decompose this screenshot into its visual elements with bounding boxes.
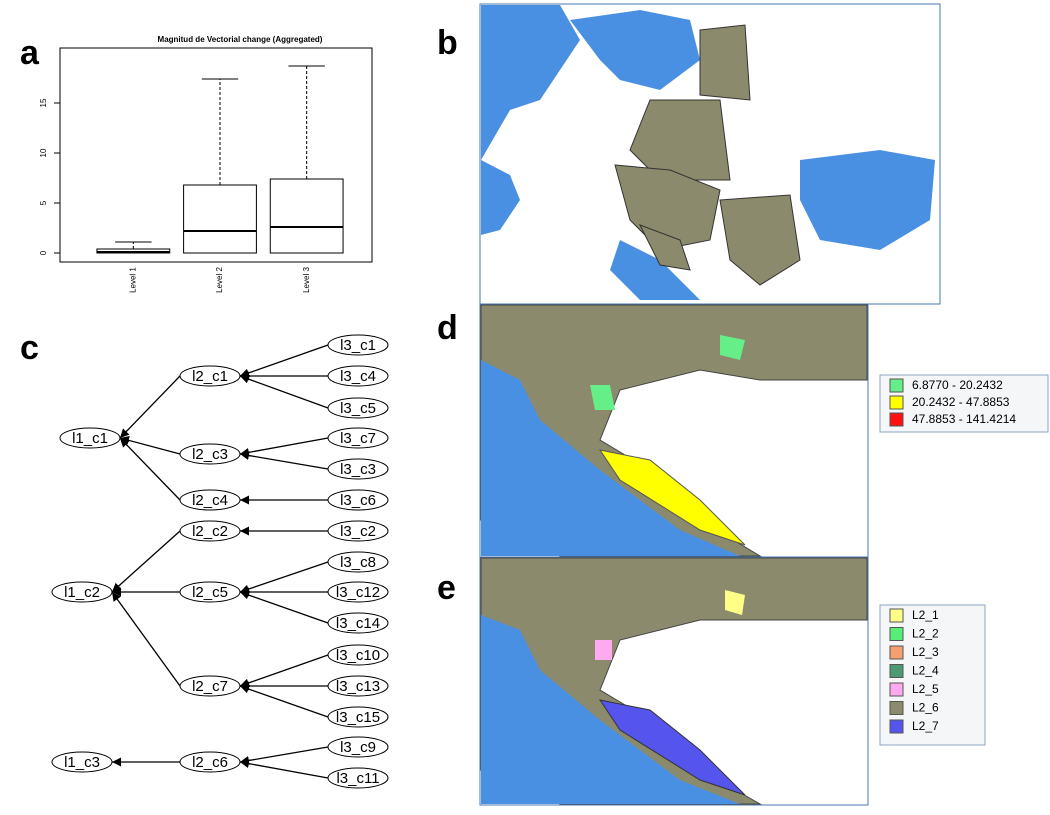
legend-swatch — [890, 665, 903, 678]
tree-edge — [240, 655, 328, 686]
tree-node-label: l3_c1 — [340, 337, 376, 354]
tree-node-label: l1_c1 — [72, 430, 108, 447]
panel-label: e — [437, 569, 456, 607]
map-b — [480, 4, 940, 304]
tree-node-label: l2_c3 — [192, 446, 228, 463]
legend-label: L2_2 — [912, 627, 939, 641]
tree-node-label: l2_c7 — [192, 678, 228, 695]
tree-node-label: l2_c1 — [192, 368, 228, 385]
map-e — [480, 557, 868, 805]
tree-edge — [240, 438, 328, 454]
tree-node-label: l3_c4 — [340, 368, 376, 385]
legend-label: L2_4 — [912, 664, 939, 678]
tree-node-label: l3_c7 — [340, 430, 376, 447]
tree-node-label: l1_c3 — [64, 754, 100, 771]
tree-edge — [240, 592, 328, 623]
tree-node-label: l3_c11 — [336, 770, 379, 787]
tree-node-label: l2_c4 — [192, 492, 228, 509]
tree-node-label: l3_c2 — [340, 523, 376, 540]
x-tick-label: Level 2 — [215, 267, 224, 293]
tree-edge — [120, 438, 180, 454]
tree-edge — [240, 686, 328, 717]
tree-node-label: l3_c3 — [340, 461, 376, 478]
tree-node-label: l3_c14 — [336, 615, 380, 632]
panel-label: a — [20, 34, 40, 72]
y-tick-label: 15 — [39, 98, 48, 107]
y-tick-label: 5 — [39, 200, 48, 205]
tree-node-label: l2_c5 — [192, 584, 228, 601]
tree-edge — [112, 531, 180, 592]
figure: Magnitud de Vectorial change (Aggregated… — [0, 0, 1050, 810]
legend-label: 47.8853 - 141.4214 — [912, 412, 1016, 426]
tree-edge — [240, 747, 328, 762]
y-tick-label: 0 — [39, 250, 48, 255]
tree-edge — [120, 438, 180, 500]
tree-node-label: l3_c12 — [336, 584, 380, 601]
panel-label: d — [437, 309, 458, 347]
legend-swatch — [890, 628, 903, 641]
tree-node-label: l2_c6 — [192, 754, 228, 771]
tree-node-label: l3_c9 — [340, 739, 376, 756]
tree-edge — [240, 454, 328, 469]
legend-swatch — [890, 683, 903, 696]
legend-swatch — [890, 646, 903, 659]
tree-edge — [240, 762, 328, 778]
panel-label: c — [20, 329, 39, 367]
legend-label: L2_1 — [912, 608, 939, 622]
chart-title: Magnitud de Vectorial change (Aggregated… — [158, 35, 323, 44]
legend-label: 20.2432 - 47.8853 — [912, 395, 1010, 409]
legend-swatch — [890, 609, 903, 622]
tree-edge — [120, 376, 180, 438]
box — [184, 185, 257, 253]
map-d — [480, 304, 868, 557]
tree-node-label: l3_c6 — [340, 492, 376, 509]
tree-node-label: l3_c10 — [336, 647, 380, 664]
tree-node-label: l3_c13 — [336, 678, 380, 695]
legend-swatch — [890, 413, 903, 426]
tree-edge — [112, 592, 180, 686]
x-tick-label: Level 3 — [302, 267, 311, 293]
tree-node-label: l1_c2 — [64, 584, 100, 601]
panel-label: b — [437, 24, 458, 62]
legend-label: L2_5 — [912, 682, 939, 696]
tree-edge — [240, 345, 328, 376]
legend-swatch — [890, 702, 903, 715]
legend-label: L2_3 — [912, 645, 939, 659]
tree: l1_c1 l2_c1 l3_c1 l3_c4 l3_c5 l2_c3 l3_c7 l3_c3… — [52, 335, 388, 788]
x-tick-label: Level 1 — [128, 267, 137, 293]
tree-node-label: l3_c15 — [336, 709, 380, 726]
tree-node-label: l3_c8 — [340, 554, 376, 571]
legend-swatch — [890, 720, 903, 733]
box — [270, 179, 343, 253]
legend-label: 6.8770 - 20.2432 — [912, 378, 1003, 392]
tree-node-label: l3_c5 — [340, 400, 376, 417]
tree-node-label: l2_c2 — [192, 523, 228, 540]
y-tick-label: 10 — [39, 148, 48, 157]
legend-swatch — [890, 379, 903, 392]
legend-swatch — [890, 396, 903, 409]
tree-edge — [240, 562, 328, 592]
tree-edge — [240, 376, 328, 408]
legend-label: L2_7 — [912, 719, 939, 733]
legend-label: L2_6 — [912, 701, 939, 715]
